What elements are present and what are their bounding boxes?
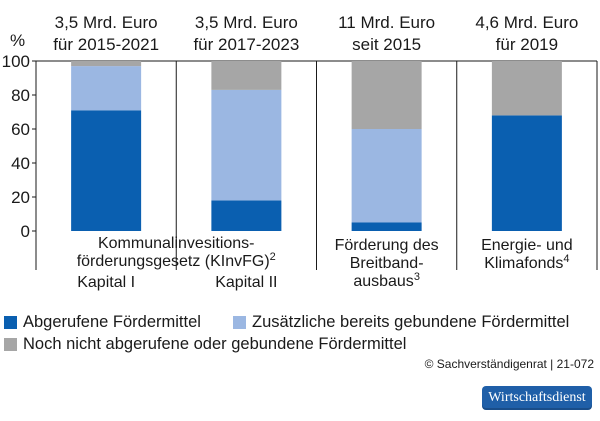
y-tick-label: 60 (11, 120, 30, 139)
bar-header-period: seit 2015 (352, 35, 421, 54)
y-tick-label: 40 (11, 154, 30, 173)
bar-header-amount: 3,5 Mrd. Euro (55, 13, 158, 32)
bar-segment (211, 61, 282, 90)
bar-header-period: für 2017-2023 (193, 35, 299, 54)
y-tick-label: 100 (2, 52, 30, 71)
bar-segment (71, 110, 142, 231)
bar-category-label: Kapital II (215, 274, 277, 291)
group-label-klimafonds-line: Klimafonds4 (484, 253, 569, 272)
bar-segment (71, 61, 142, 67)
legend-item-abgerufen: Abgerufene Fördermittel (4, 311, 201, 333)
group-label-breitband-line: Breitband- (350, 255, 424, 272)
source-credit: © Sachverständigenrat | 21-072 (424, 357, 594, 371)
legend-swatch-offen (4, 337, 17, 351)
bar-category-label: Kapital I (77, 274, 135, 291)
legend-item-gebunden: Zusätzliche bereits gebundene Fördermitt… (233, 311, 569, 333)
bar-header-period: für 2015-2021 (53, 35, 159, 54)
wirtschaftsdienst-logo: Wirtschaftsdienst (482, 386, 592, 410)
group-label-breitband-line: Förderung des (335, 237, 439, 254)
bar-header-period: für 2019 (496, 35, 558, 54)
bar-segment (491, 115, 562, 231)
bar-segment (71, 66, 142, 111)
y-tick-label: 80 (11, 86, 30, 105)
legend-swatch-abgerufen (4, 315, 17, 329)
legend-label-offen: Noch nicht abgerufene oder gebundene För… (23, 334, 407, 353)
group-label-kinvfg-line: förderungsgesetz (KInvFG)2 (77, 251, 276, 270)
legend-label-gebunden: Zusätzliche bereits gebundene Fördermitt… (252, 312, 570, 331)
legend-item-offen: Noch nicht abgerufene oder gebundene För… (4, 333, 406, 355)
legend-label-abgerufen: Abgerufene Fördermittel (23, 312, 201, 331)
bar-segment (351, 222, 422, 231)
legend-swatch-gebunden (233, 315, 246, 329)
group-label-breitband-line: ausbaus3 (353, 271, 420, 290)
group-label-klimafonds-line: Energie- und (481, 237, 573, 254)
bar-header-amount: 4,6 Mrd. Euro (475, 13, 578, 32)
bar-segment (211, 89, 282, 201)
bar-segment (351, 129, 422, 223)
bar-segment (211, 200, 282, 231)
bar-segment (491, 61, 562, 116)
bar-segment (351, 61, 422, 129)
y-tick-label: 20 (11, 188, 30, 207)
y-tick-label: 0 (21, 222, 30, 241)
y-axis-unit: % (10, 31, 25, 50)
group-label-kinvfg-line: Kommunalinvesitions- (98, 235, 255, 252)
bar-header-amount: 11 Mrd. Euro (338, 13, 435, 32)
bar-header-amount: 3,5 Mrd. Euro (195, 13, 298, 32)
